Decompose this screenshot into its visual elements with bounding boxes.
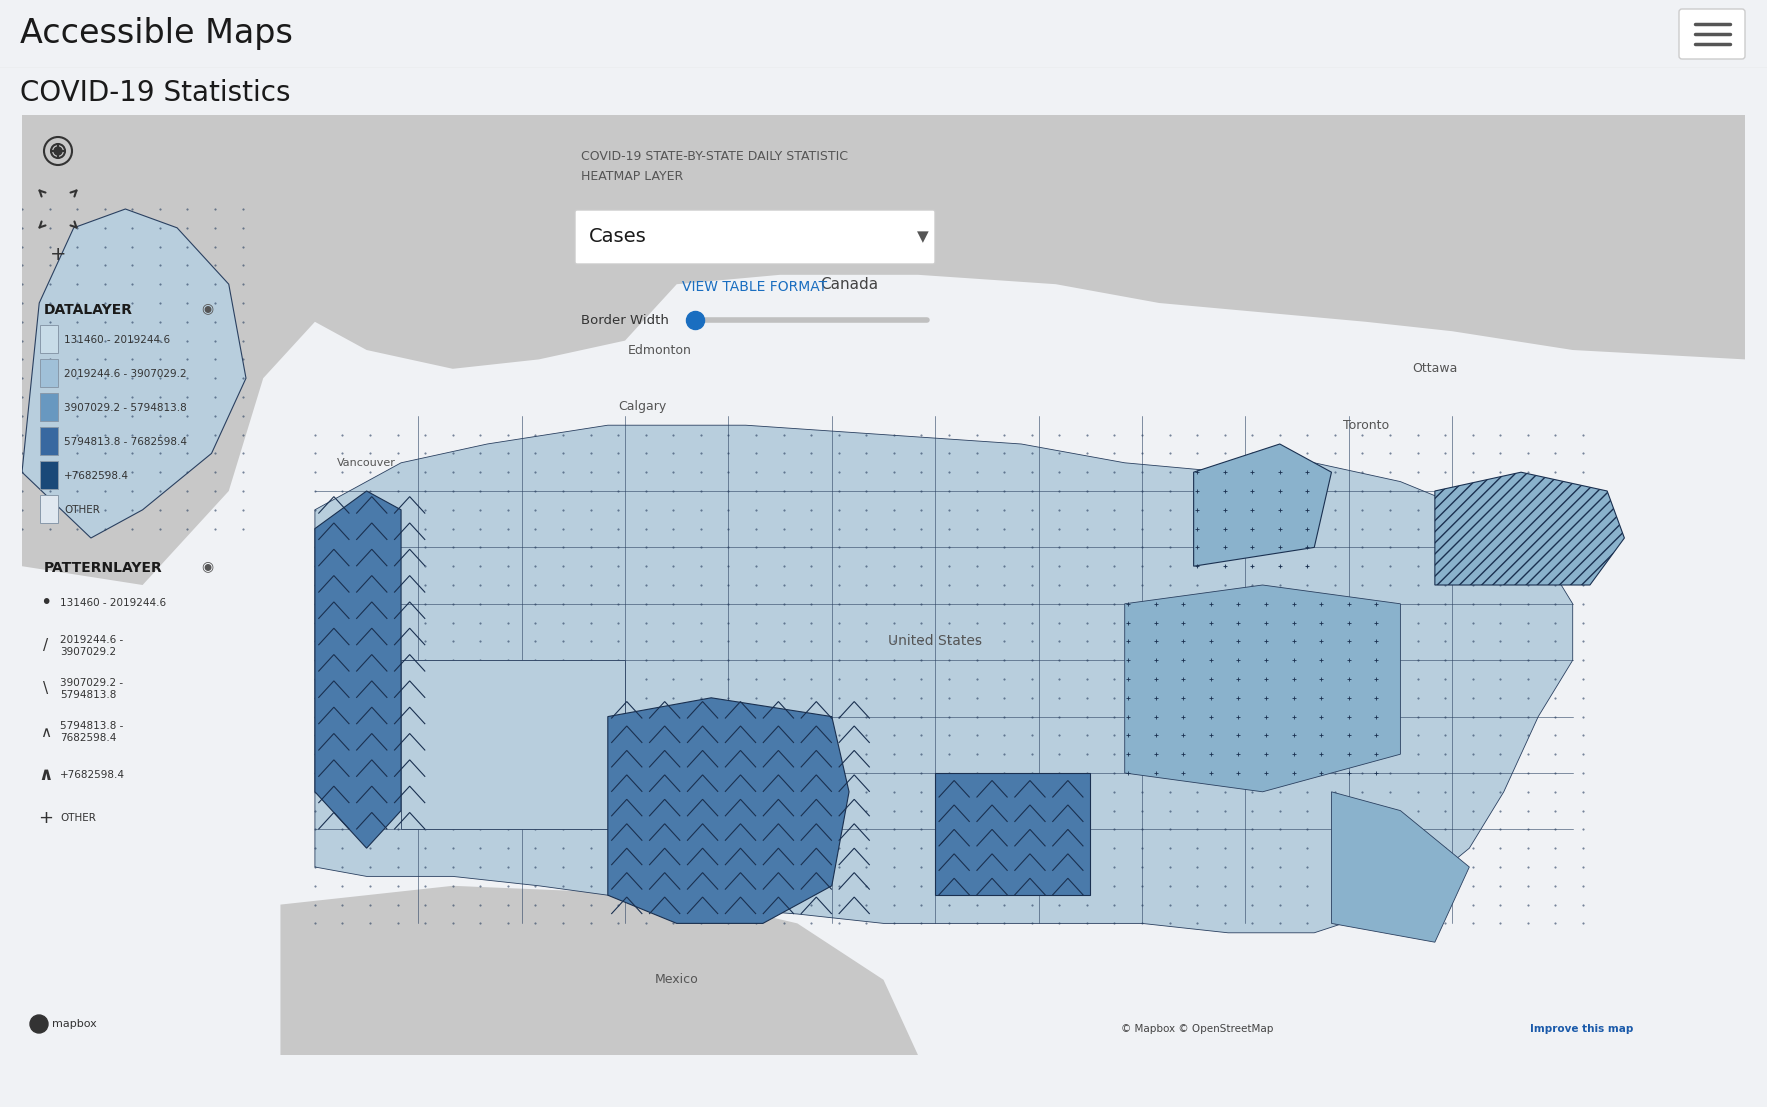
Text: 2019244.6 -
3907029.2: 2019244.6 - 3907029.2 (60, 635, 124, 656)
Text: Canada: Canada (820, 277, 878, 292)
FancyBboxPatch shape (574, 210, 935, 263)
Bar (41, 359, 58, 387)
Bar (41, 427, 58, 455)
Polygon shape (1332, 792, 1470, 942)
Polygon shape (21, 115, 1746, 584)
Text: ◉: ◉ (201, 559, 214, 573)
Text: •: • (41, 593, 51, 612)
Text: Cases: Cases (588, 228, 647, 247)
Text: 5794813.8 -
7682598.4: 5794813.8 - 7682598.4 (60, 722, 124, 743)
Polygon shape (315, 492, 401, 848)
FancyBboxPatch shape (1679, 9, 1746, 59)
Text: 5794813.8 - 7682598.4: 5794813.8 - 7682598.4 (64, 437, 187, 447)
Text: ◉: ◉ (201, 301, 214, 315)
Text: COVID-19 STATE-BY-STATE DAILY STATISTIC: COVID-19 STATE-BY-STATE DAILY STATISTIC (581, 151, 848, 163)
Text: Ottawa: Ottawa (1412, 362, 1458, 375)
Text: ∧: ∧ (41, 725, 51, 739)
Text: VIEW TABLE FORMAT: VIEW TABLE FORMAT (682, 280, 827, 294)
Text: Border Width: Border Width (581, 313, 670, 327)
Text: Accessible Maps: Accessible Maps (19, 18, 293, 51)
Text: +7682598.4: +7682598.4 (64, 470, 129, 482)
Polygon shape (21, 209, 246, 538)
Text: /: / (44, 639, 48, 653)
Text: 131460 - 2019244.6: 131460 - 2019244.6 (64, 335, 170, 345)
Bar (41, 393, 58, 421)
Text: +7682598.4: +7682598.4 (60, 770, 125, 780)
Polygon shape (1194, 444, 1332, 566)
Text: 3907029.2 - 5794813.8: 3907029.2 - 5794813.8 (64, 403, 187, 413)
Bar (41, 461, 58, 489)
Text: Vancouver: Vancouver (337, 458, 396, 468)
Text: 3907029.2 -
5794813.8: 3907029.2 - 5794813.8 (60, 679, 124, 700)
Bar (41, 495, 58, 523)
Text: +: + (49, 246, 65, 265)
Circle shape (55, 147, 62, 155)
Text: Improve this map: Improve this map (1530, 1024, 1633, 1034)
Text: ∧: ∧ (39, 766, 53, 784)
Polygon shape (315, 425, 1573, 933)
Text: PATTERNLAYER: PATTERNLAYER (44, 561, 163, 575)
Polygon shape (1435, 473, 1624, 584)
Polygon shape (1126, 584, 1401, 792)
Text: 2019244.6 - 3907029.2: 2019244.6 - 3907029.2 (64, 369, 187, 379)
Text: COVID-19 Statistics: COVID-19 Statistics (19, 79, 290, 107)
Text: OTHER: OTHER (60, 814, 95, 824)
Text: 131460 - 2019244.6: 131460 - 2019244.6 (60, 598, 166, 608)
Text: HEATMAP LAYER: HEATMAP LAYER (581, 170, 684, 183)
Polygon shape (281, 886, 919, 1055)
Polygon shape (401, 660, 626, 829)
Polygon shape (935, 773, 1090, 896)
Circle shape (30, 1015, 48, 1033)
Text: United States: United States (889, 634, 982, 649)
Text: \: \ (44, 682, 48, 696)
Text: ▼: ▼ (917, 229, 929, 245)
Text: mapbox: mapbox (51, 1020, 97, 1030)
Text: +: + (39, 809, 53, 827)
Polygon shape (608, 697, 848, 923)
Text: OTHER: OTHER (64, 505, 101, 515)
Text: Toronto: Toronto (1343, 418, 1389, 432)
Text: DATALAYER: DATALAYER (44, 303, 133, 317)
Bar (41, 325, 58, 353)
Text: © Mapbox © OpenStreetMap: © Mapbox © OpenStreetMap (1122, 1024, 1274, 1034)
Text: Mexico: Mexico (656, 973, 698, 986)
Text: Edmonton: Edmonton (627, 343, 691, 356)
Text: Calgary: Calgary (618, 400, 666, 413)
